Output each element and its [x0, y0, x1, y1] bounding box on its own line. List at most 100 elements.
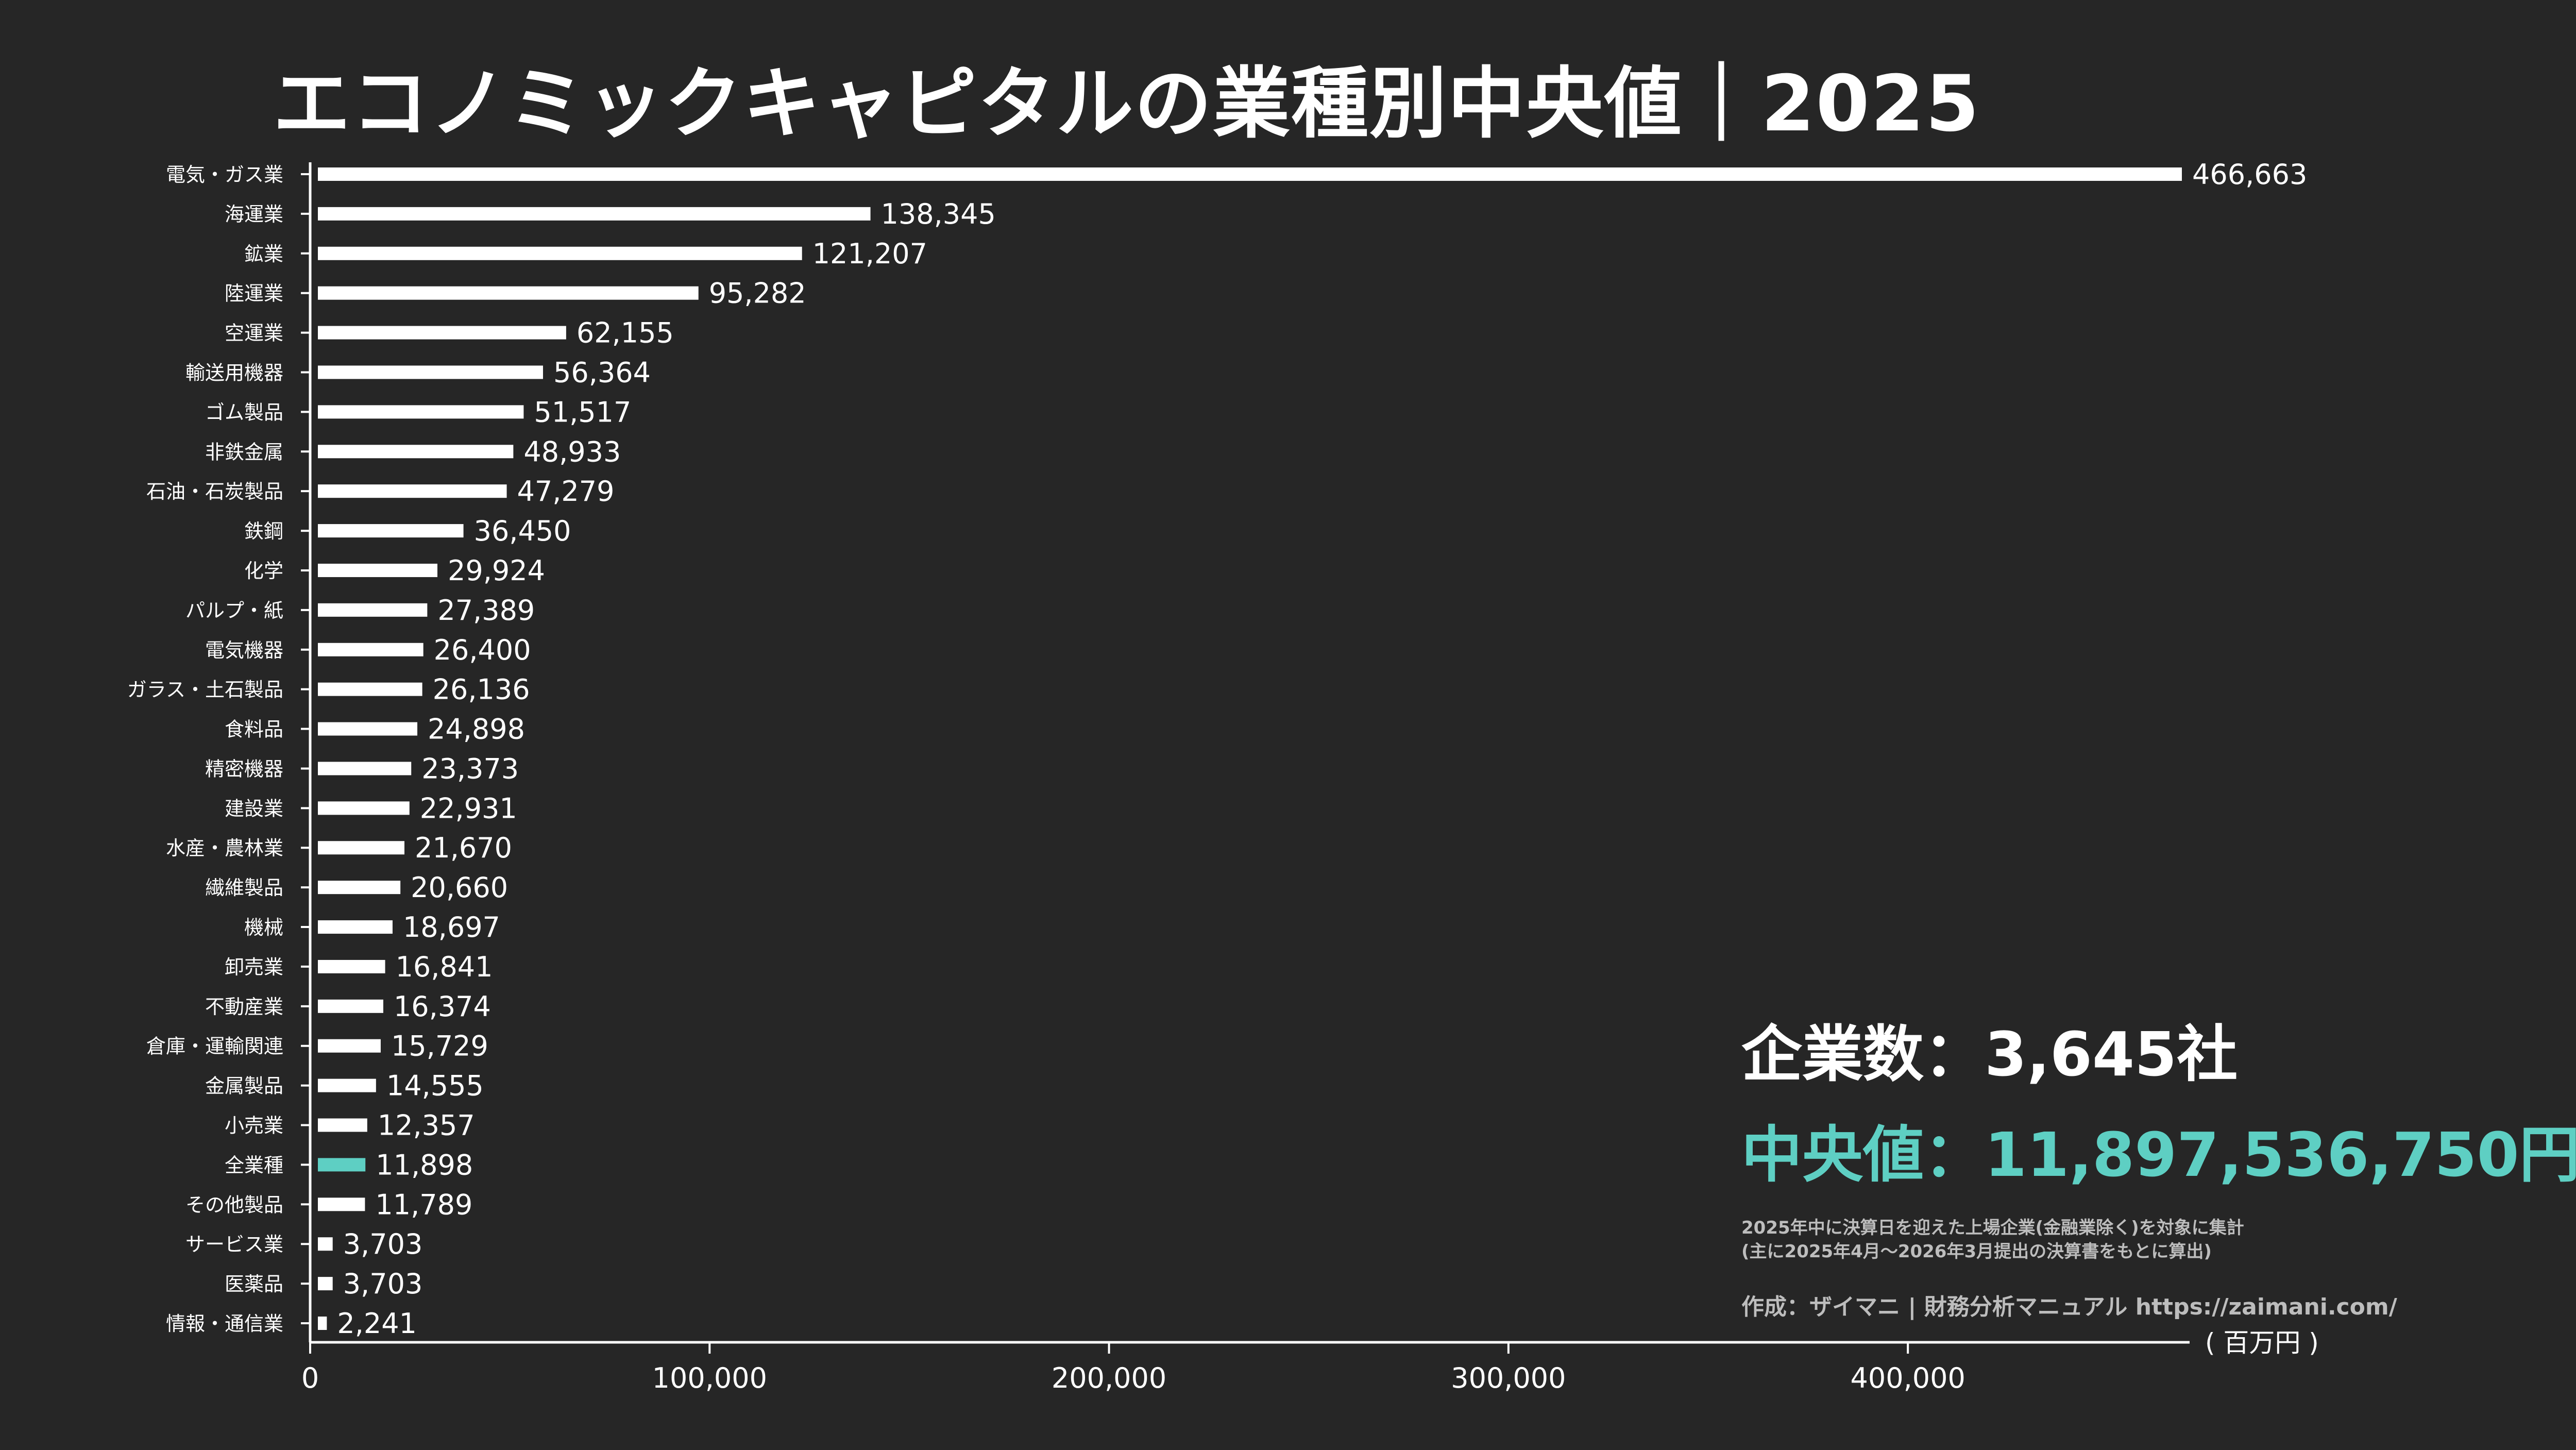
- bar: [318, 1317, 327, 1330]
- value-label: 26,400: [434, 634, 531, 666]
- category-label: 倉庫・運輸関連: [146, 1035, 283, 1058]
- value-label: 95,282: [709, 277, 806, 310]
- chart-title: エコノミックキャピタルの業種別中央値｜2025: [273, 59, 1980, 149]
- median-value: 中央値：11,897,536,750円: [1741, 1119, 2576, 1190]
- bar: [318, 167, 2182, 181]
- category-label: 石油・石炭製品: [146, 480, 283, 503]
- value-label: 3,703: [343, 1228, 423, 1260]
- value-label: 47,279: [517, 475, 615, 508]
- unit-label: ( 百万円 ): [2205, 1328, 2319, 1358]
- bar: [318, 682, 422, 696]
- bar: [318, 920, 393, 934]
- category-label: 卸売業: [225, 956, 283, 979]
- bar: [318, 1277, 333, 1291]
- category-label: 電気機器: [205, 639, 283, 662]
- bar: [318, 484, 507, 498]
- category-label: パルプ・紙: [185, 599, 283, 622]
- bar: [318, 326, 566, 340]
- value-label: 36,450: [474, 515, 571, 547]
- category-label: サービス業: [185, 1233, 283, 1256]
- bar: [318, 801, 410, 815]
- bar: [318, 841, 405, 855]
- category-label: 輸送用機器: [185, 361, 283, 384]
- value-label: 20,660: [411, 871, 508, 904]
- value-label: 51,517: [534, 396, 631, 428]
- bar: [318, 1198, 365, 1211]
- bar: [318, 286, 699, 300]
- value-label: 16,374: [394, 990, 491, 1023]
- bar: [318, 246, 802, 260]
- bar: [318, 959, 385, 973]
- bar: [318, 603, 428, 617]
- category-label: 食料品: [225, 718, 283, 741]
- x-tick-label: 0: [301, 1362, 319, 1394]
- value-label: 121,207: [812, 238, 927, 270]
- category-label: 情報・通信業: [166, 1312, 283, 1335]
- category-label: 空運業: [225, 322, 283, 345]
- x-tick-label: 200,000: [1052, 1362, 1166, 1394]
- bar: [318, 881, 401, 895]
- category-label: 電気・ガス業: [166, 163, 283, 186]
- bar: [318, 445, 514, 459]
- category-label: その他製品: [185, 1193, 283, 1216]
- category-label: 繊維製品: [205, 876, 283, 899]
- category-label: 全業種: [225, 1154, 283, 1176]
- category-label: 化学: [244, 560, 283, 582]
- bar: [318, 1039, 381, 1053]
- bar: [318, 365, 543, 379]
- value-label: 3,703: [343, 1268, 423, 1300]
- value-label: 16,841: [396, 951, 493, 983]
- note-line-2: (主に2025年4月〜2026年3月提出の決算書をもとに算出): [1741, 1241, 2212, 1262]
- category-label: 機械: [244, 916, 283, 939]
- bar: [318, 524, 464, 538]
- value-label: 466,663: [2192, 158, 2307, 191]
- value-label: 18,697: [403, 911, 500, 943]
- value-label: 11,789: [375, 1188, 472, 1221]
- category-label: 医薬品: [225, 1273, 283, 1295]
- category-label: 小売業: [225, 1115, 283, 1137]
- category-label: 水産・農林業: [166, 837, 283, 859]
- value-label: 62,155: [577, 317, 674, 349]
- x-tick-label: 100,000: [652, 1362, 767, 1394]
- bar: [318, 563, 437, 577]
- bar: [318, 762, 412, 775]
- category-label: 陸運業: [225, 282, 283, 305]
- bar: [318, 722, 418, 736]
- category-label: 非鉄金属: [205, 441, 283, 463]
- bar-highlight: [318, 1158, 366, 1172]
- bar: [318, 1237, 333, 1251]
- bar: [318, 999, 383, 1013]
- value-label: 48,933: [523, 435, 621, 468]
- x-tick-label: 400,000: [1851, 1362, 1965, 1394]
- value-label: 138,345: [881, 198, 996, 230]
- category-label: 金属製品: [205, 1075, 283, 1098]
- value-label: 26,136: [433, 673, 530, 706]
- category-label: 海運業: [225, 203, 283, 226]
- value-label: 23,373: [421, 752, 519, 785]
- value-label: 11,898: [376, 1149, 473, 1181]
- category-label: 精密機器: [205, 757, 283, 780]
- bar: [318, 1118, 367, 1132]
- value-label: 12,357: [378, 1109, 475, 1142]
- category-label: ガラス・土石製品: [127, 679, 283, 701]
- bar: [318, 1078, 376, 1092]
- category-label: 鉄鋼: [244, 520, 283, 543]
- bar: [318, 643, 423, 656]
- company-count: 企業数：3,645社: [1741, 1019, 2238, 1090]
- value-label: 56,364: [553, 356, 651, 389]
- summary-panel: 企業数：3,645社 中央値：11,897,536,750円 2025年中に決算…: [1741, 1005, 2576, 1321]
- value-label: 21,670: [415, 832, 512, 864]
- category-label: ゴム製品: [205, 401, 283, 424]
- value-label: 14,555: [386, 1070, 484, 1102]
- category-label: 鉱業: [244, 243, 283, 265]
- category-label: 建設業: [225, 797, 283, 820]
- bar: [318, 207, 871, 221]
- credit-line: 作成：ザイマニ | 財務分析マニュアル https://zaimani.com/: [1741, 1294, 2397, 1320]
- note-block: 2025年中に決算日を迎えた上場企業(金融業除く)を対象に集計 (主に2025年…: [1741, 1216, 2576, 1263]
- note-line-1: 2025年中に決算日を迎えた上場企業(金融業除く)を対象に集計: [1741, 1218, 2244, 1238]
- value-label: 2,241: [337, 1307, 417, 1340]
- value-label: 27,389: [437, 594, 535, 627]
- value-label: 22,931: [420, 792, 517, 824]
- x-tick-label: 300,000: [1451, 1362, 1566, 1394]
